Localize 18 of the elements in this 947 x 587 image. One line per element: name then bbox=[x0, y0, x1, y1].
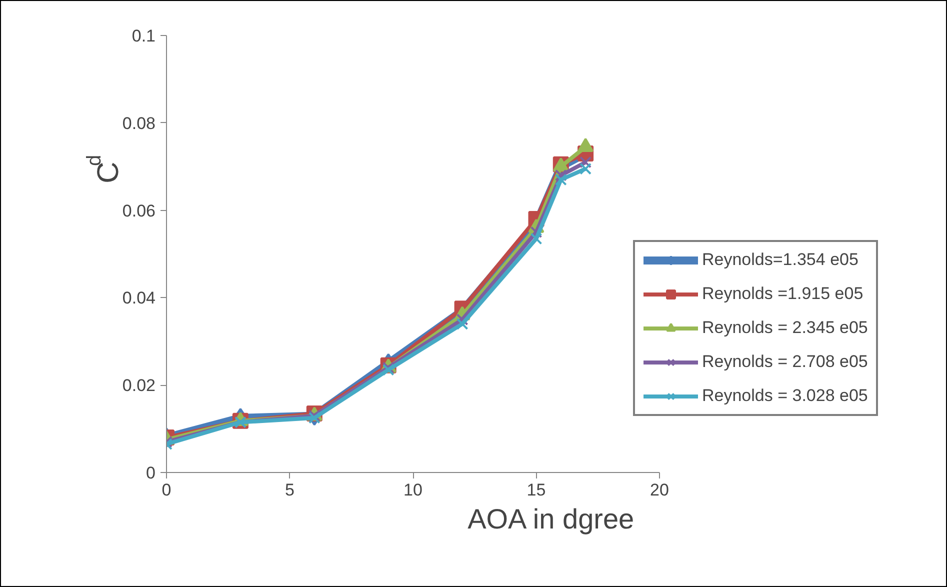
y-tick-label: 0.08 bbox=[122, 114, 156, 133]
x-axis-title: AOA in dgree bbox=[468, 504, 634, 534]
legend-label: Reynolds =1.915 e05 bbox=[702, 284, 864, 304]
legend-label: Reynolds = 2.345 e05 bbox=[702, 318, 868, 338]
y-tick-label: 0.02 bbox=[122, 376, 156, 396]
x-tick-label: 10 bbox=[404, 480, 422, 500]
y-tick-label: 0.06 bbox=[122, 201, 156, 220]
x-tick-label: 5 bbox=[285, 480, 294, 500]
legend-label: Reynolds = 3.028 e05 bbox=[702, 386, 868, 406]
x-tick-label: 0 bbox=[162, 480, 172, 500]
y-axis-title: Cd bbox=[84, 154, 125, 184]
y-tick-label: 0.1 bbox=[132, 26, 156, 46]
legend-label: Reynolds=1.354 e05 bbox=[702, 250, 858, 270]
y-tick-label: 0.04 bbox=[122, 288, 156, 308]
x-tick-label: 20 bbox=[650, 480, 669, 500]
x-tick-label: 15 bbox=[526, 480, 546, 500]
legend-label: Reynolds = 2.708 e05 bbox=[702, 352, 868, 372]
y-tick-label: 0 bbox=[146, 464, 156, 482]
